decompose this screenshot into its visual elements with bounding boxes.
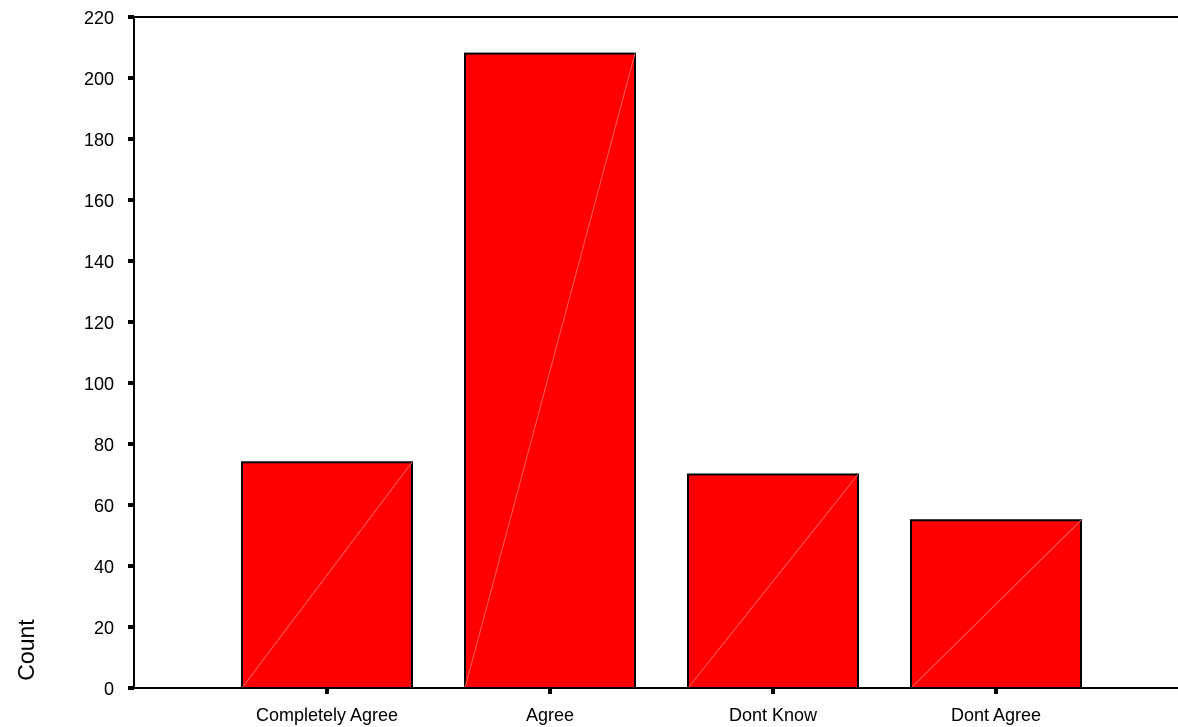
y-tick-label: 140 [84, 252, 114, 272]
x-tick-label: Completely Agree [256, 705, 398, 725]
x-axis-ticks: Completely Agree Agree Dont Know Dont Agree [256, 688, 1041, 725]
y-tick-label: 20 [94, 618, 114, 638]
bar-diagonal-line [687, 474, 859, 689]
x-tick-label: Agree [526, 705, 574, 725]
x-tick-label: Dont Know [729, 705, 818, 725]
y-tick-label: 120 [84, 313, 114, 333]
bar-diagonal-line [464, 53, 636, 689]
y-tick-label: 160 [84, 191, 114, 211]
y-tick-label: 100 [84, 374, 114, 394]
bar-diagonal-line [241, 461, 413, 689]
y-tick-label: 0 [104, 679, 114, 699]
y-axis-ticks: 0 20 40 60 80 100 120 140 160 180 200 220 [84, 8, 134, 699]
y-axis-label: Count [13, 619, 39, 681]
y-tick-label: 200 [84, 69, 114, 89]
x-tick-label: Dont Agree [951, 705, 1041, 725]
bars-group [241, 52, 1082, 690]
y-tick-label: 80 [94, 435, 114, 455]
y-tick-label: 180 [84, 130, 114, 150]
bar-diagonal-line [910, 519, 1082, 689]
y-tick-label: 60 [94, 496, 114, 516]
y-tick-label: 220 [84, 8, 114, 28]
y-tick-label: 40 [94, 557, 114, 577]
